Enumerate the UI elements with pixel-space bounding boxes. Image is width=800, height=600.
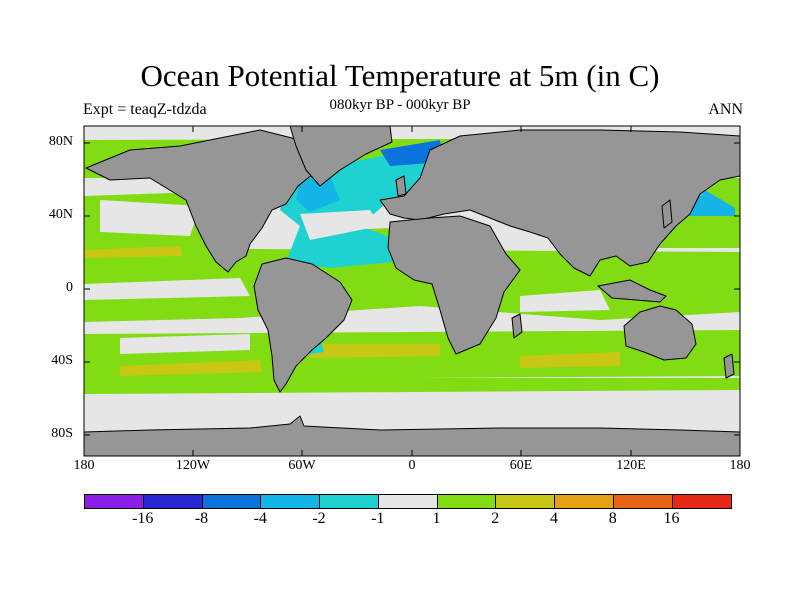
temp-patch-north-pacific-neutral [100,200,200,236]
colorbar-label: -4 [253,510,267,527]
colorbar-label: -1 [371,510,385,527]
landmass-antarctica [84,415,740,456]
colorbar-label: -16 [132,510,154,527]
temp-patch-south-pacific-neutral [120,334,250,354]
colorbar-swatch-5 [378,495,438,508]
landmass-south-america [253,257,353,393]
landmass-africa [387,215,521,355]
landmass-eurasia [379,129,740,277]
temp-patch-north-atlantic-neutral [300,210,380,240]
landmass-australia [623,305,697,361]
colorbar-swatch-0 [85,495,144,508]
lat-label-0: 0 [66,280,73,295]
temp-band-southern-ocean-green [84,378,740,394]
lon-label-0: 0 [408,458,416,473]
temp-patch-south-pacific-yellow [120,360,262,376]
colorbar-swatch-8 [555,495,614,508]
colorbar-label: 2 [491,510,500,527]
colorbar-label: -8 [194,510,209,527]
colorbar-swatch-4 [320,495,379,508]
temp-patch-indian-neutral [520,290,610,312]
lon-label-180w: 180 [73,458,95,473]
temp-patch-south-atlantic-neutral [340,310,420,332]
colorbar-swatch-3 [261,495,320,508]
landmass-new-zealand [723,353,735,379]
landmass-japan [661,199,673,229]
colorbar-label: 1 [432,510,441,527]
chart-title: Ocean Potential Temperature at 5m (in C) [140,58,660,93]
temp-patch-north-pacific-yellow [84,246,182,258]
landmass-maritime-asia [597,279,667,303]
landmass-uk [395,175,407,197]
colorbar-swatch-2 [202,495,262,508]
temp-band-southern-ocean-neutral [84,390,740,432]
season-label: ANN [708,101,743,118]
colorbar-swatch-10 [672,495,732,508]
lat-label-40s: 40S [51,353,73,368]
colorbar-label: 16 [663,510,680,527]
colorbar-swatch-9 [613,495,673,508]
time-range-label: 080kyr BP - 000kyr BP [329,97,471,113]
lat-label-40n: 40N [48,207,73,222]
colorbar-label: 4 [550,510,558,527]
temp-patch-labrador-cyan [296,176,340,212]
temp-patch-tropical-pacific-neutral [84,278,250,300]
experiment-label: Expt = teaqZ-tdzda [83,101,207,118]
colorbar-swatch-7 [496,495,555,508]
colorbar-swatch-6 [437,495,497,508]
colorbar [84,494,733,509]
lon-label-120e: 120E [616,458,646,473]
lon-label-60e: 60E [509,458,533,473]
lon-label-60w: 60W [288,458,316,473]
temp-patch-south-atlantic-yellow [310,344,440,358]
landmass-greenland [289,126,393,187]
temp-patch-indian-yellow [520,352,620,368]
colorbar-label: -2 [312,510,326,527]
lat-label-80n: 80N [48,134,73,149]
lon-label-180e: 180 [729,458,751,473]
landmass-north-america [85,129,331,273]
lat-label-80s: 80S [51,426,73,441]
axis-ticks [84,126,740,456]
colorbar-swatch-1 [143,495,203,508]
landmass-madagascar [511,313,523,339]
colorbar-label: 8 [608,510,617,527]
lon-label-120w: 120W [175,458,211,473]
